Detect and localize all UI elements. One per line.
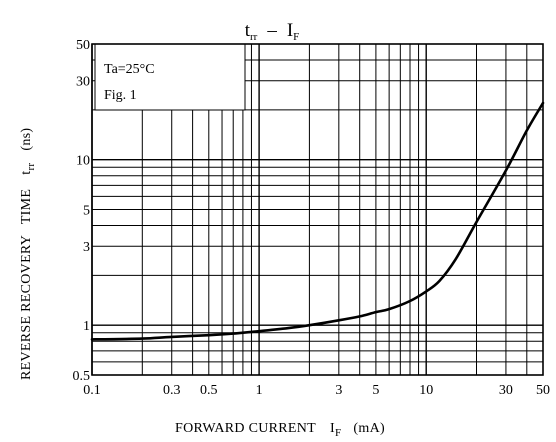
x-tick-label: 10 <box>419 383 433 398</box>
y-tick-label: 0.5 <box>73 369 91 384</box>
y-tick-label: 5 <box>83 204 90 219</box>
y-axis-label: REVERSE RECOVERY TIMEtrr(ns) <box>19 128 37 380</box>
x-tick-label: 0.5 <box>200 383 218 398</box>
x-tick-label: 3 <box>335 383 342 398</box>
annotation-temperature: Ta=25°C <box>104 62 155 77</box>
x-tick-label: 0.1 <box>83 383 101 398</box>
chart-title: trr – IF <box>245 20 300 43</box>
annotation-box: Ta=25°C Fig. 1 <box>94 43 246 111</box>
x-tick-labels: 0.1 0.3 0.5 1 3 5 10 30 50 <box>83 383 550 398</box>
plot-frame <box>91 43 544 376</box>
y-tick-label: 30 <box>76 75 90 90</box>
y-tick-label: 3 <box>83 240 90 255</box>
x-tick-label: 5 <box>372 383 379 398</box>
y-tick-label: 1 <box>83 319 90 334</box>
series-line <box>90 101 545 341</box>
y-tick-label: 50 <box>76 38 90 53</box>
x-tick-label: 30 <box>499 383 513 398</box>
annotation-figure: Fig. 1 <box>104 88 137 103</box>
y-tick-label: 10 <box>76 154 90 169</box>
x-tick-label: 0.3 <box>163 383 181 398</box>
y-tick-labels: 0.5 1 3 5 10 30 50 <box>73 38 91 384</box>
x-axis-label: FORWARD CURRENT IF (mA) <box>175 421 385 439</box>
x-tick-label: 1 <box>256 383 263 398</box>
x-tick-label: 50 <box>536 383 550 398</box>
